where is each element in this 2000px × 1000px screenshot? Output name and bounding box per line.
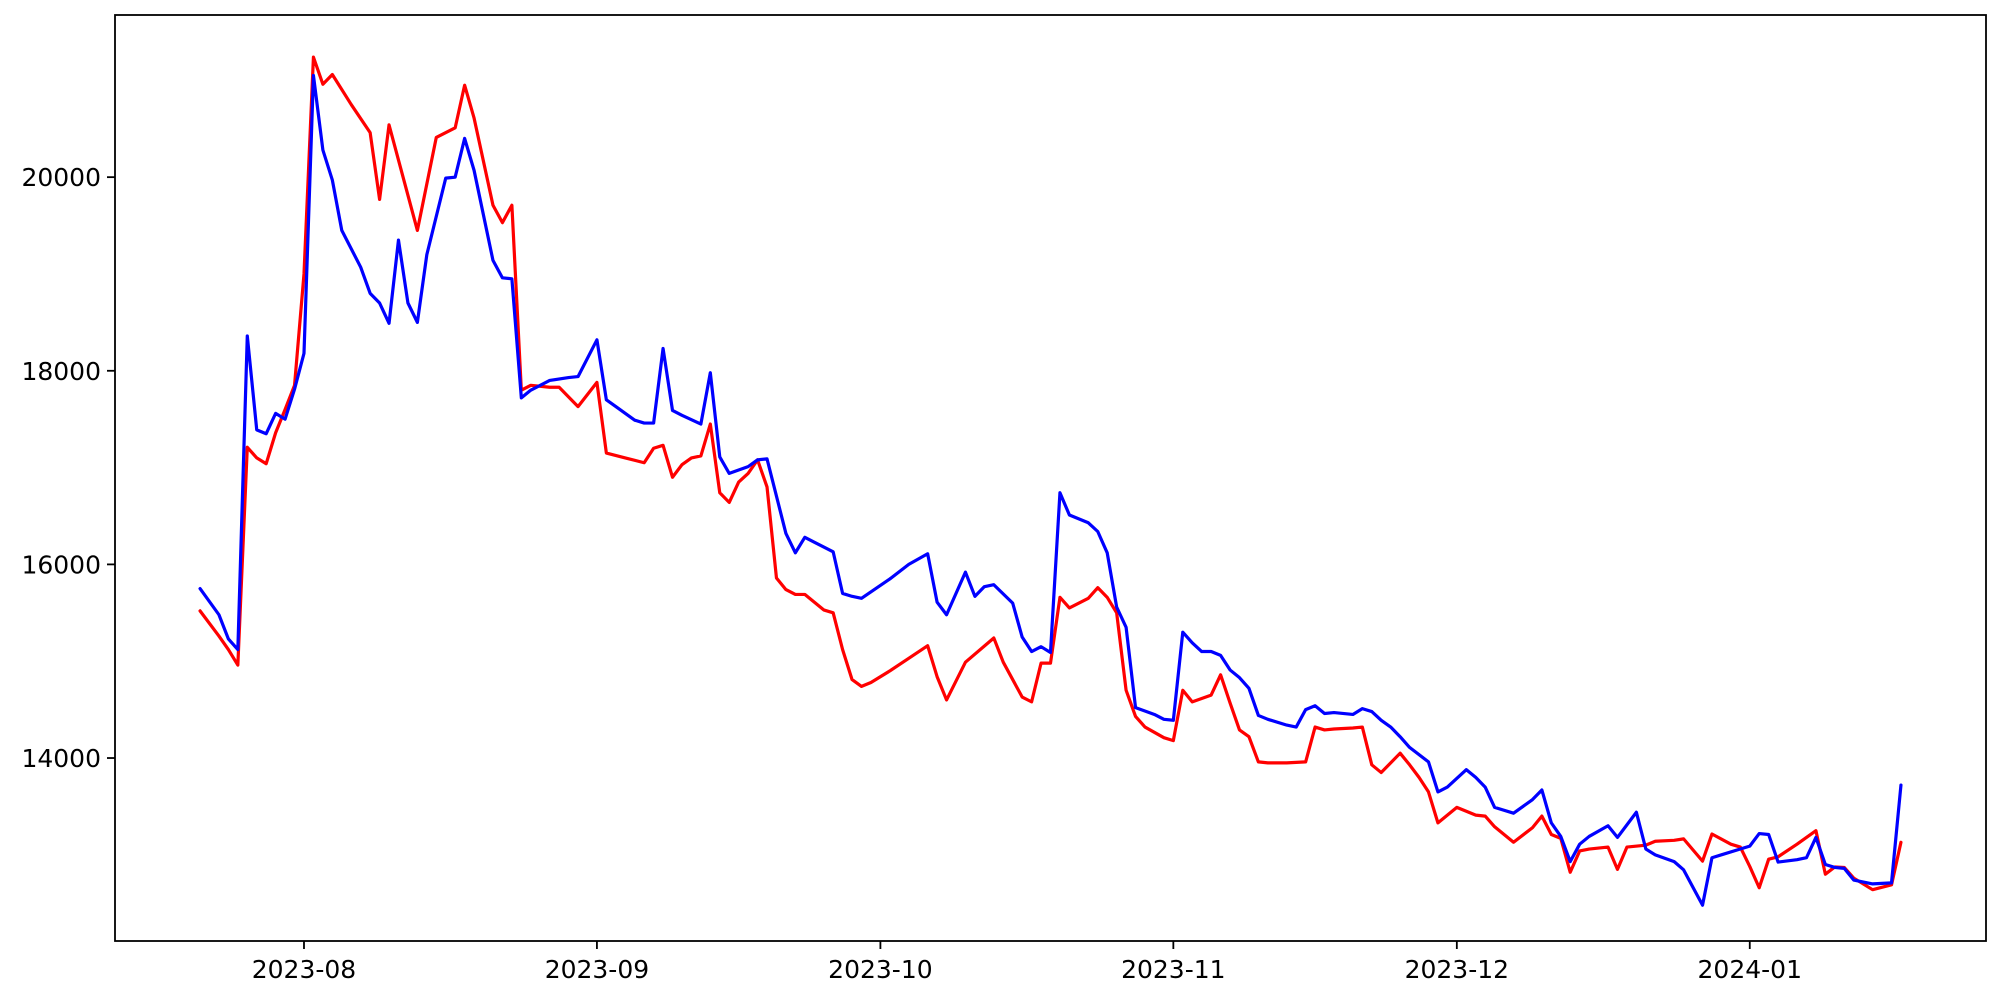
y-axis-tick-label: 16000 [21,550,101,579]
x-axis-tick-label: 2023-08 [252,955,356,984]
series-line-red [198,55,1903,892]
x-axis-tick-label: 2023-11 [1121,955,1225,984]
plot-border [114,14,1987,942]
series-line-blue [198,73,1903,907]
x-axis-tick-label: 2023-12 [1405,955,1509,984]
y-axis-tick-label: 20000 [21,163,101,192]
series-lines [198,55,1903,907]
y-axis-tick-label: 18000 [21,357,101,386]
x-axis-tick-label: 2023-09 [545,955,649,984]
x-axis-tick-label: 2023-10 [828,955,932,984]
plot-area [115,15,1986,941]
x-axis-tick-label: 2024-01 [1698,955,1802,984]
y-axis-tick-label: 14000 [21,744,101,773]
x-axis: 2023-08 2023-09 2023-10 2023-11 2023-12 2024-… [252,941,1802,984]
y-axis: 14000 16000 18000 20000 [21,163,115,773]
